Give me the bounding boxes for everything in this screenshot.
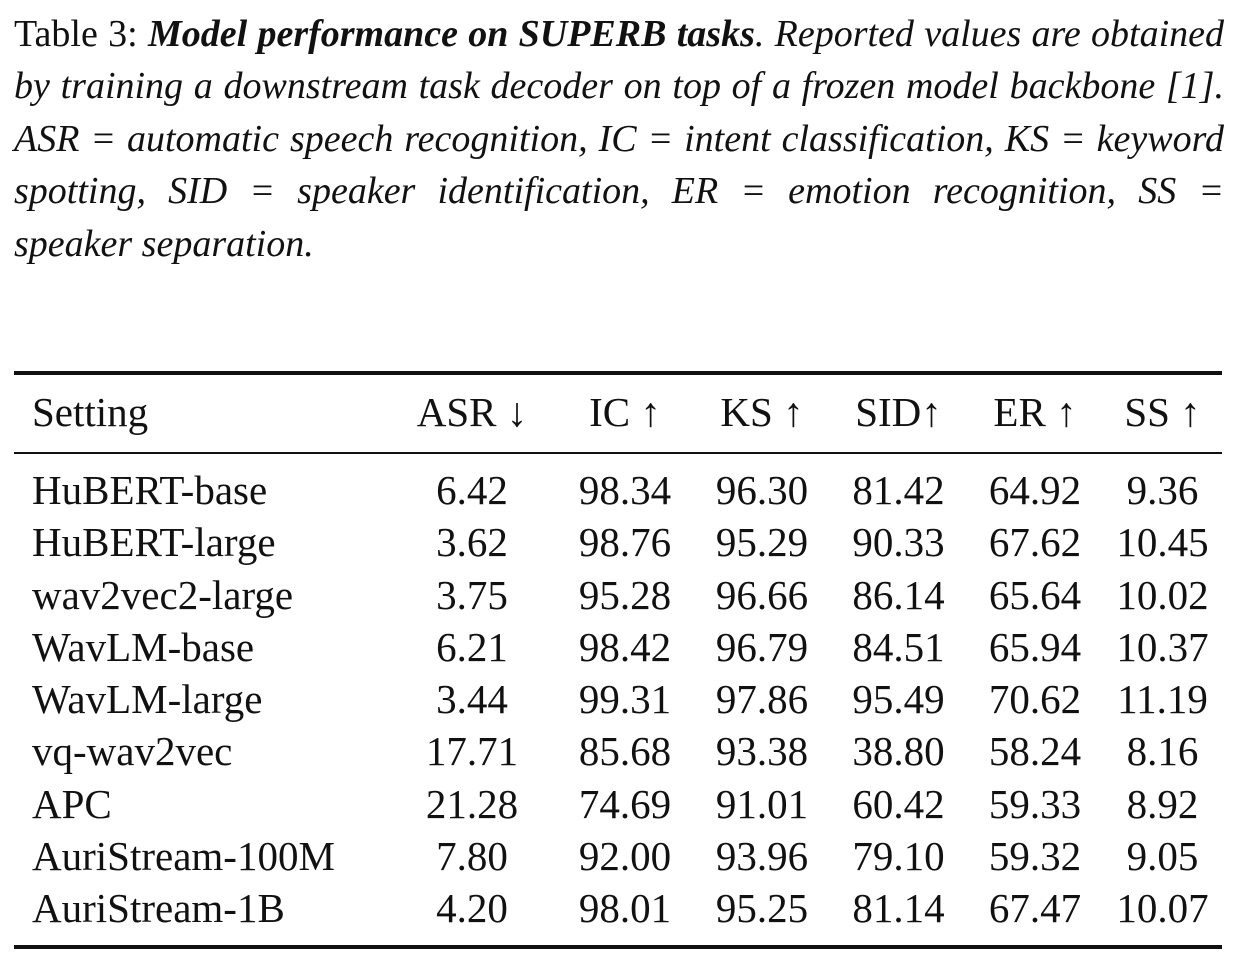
- cell-ic: 98.42: [578, 623, 672, 670]
- table-row: wav2vec2-large 3.75 95.28 96.66 86.14 65.64 10…: [14, 569, 1222, 621]
- cell-ic: 99.31: [578, 676, 672, 723]
- cell-asr: 17.71: [425, 728, 519, 775]
- row-setting: vq-wav2vec: [32, 728, 233, 775]
- table-row: AuriStream-100M 7.80 92.00 93.96 79.10 59.32 9…: [14, 830, 1222, 882]
- cell-ks: 96.30: [715, 467, 809, 513]
- cell-sid: 81.14: [852, 885, 945, 932]
- table-caption: Table 3: Model performance on SUPERB tas…: [14, 8, 1224, 270]
- cell-ic: 74.69: [578, 780, 672, 827]
- cell-ss: 11.19: [1117, 676, 1208, 723]
- cell-ss: 9.05: [1126, 833, 1199, 880]
- cell-ic: 92.00: [578, 833, 672, 880]
- cell-ks: 97.86: [715, 676, 809, 723]
- header-setting: Setting: [32, 389, 149, 435]
- cell-ic: 98.34: [578, 467, 672, 513]
- table-row: AuriStream-1B 4.20 98.01 95.25 81.14 67.47 10.…: [14, 882, 1222, 934]
- row-setting: WavLM-base: [32, 623, 255, 670]
- cell-er: 67.47: [988, 885, 1082, 932]
- cell-ks: 96.79: [715, 623, 809, 670]
- results-table: HuBERT-base 6.42 98.34 96.30 81.42 64.92 9.36 H…: [14, 464, 1222, 935]
- table-row: vq-wav2vec 17.71 85.68 93.38 38.80 58.24 8.16: [14, 725, 1222, 777]
- cell-ks: 96.66: [715, 571, 809, 618]
- row-setting: HuBERT-large: [32, 519, 276, 566]
- table-header: Setting ASR ↓ IC ↑ KS ↑ SID↑ ER ↑ SS ↑: [14, 386, 1222, 438]
- cell-sid: 84.51: [852, 623, 945, 670]
- caption-label: Table 3:: [14, 13, 138, 55]
- cell-sid: 79.10: [852, 833, 945, 880]
- row-setting: wav2vec2-large: [32, 571, 294, 618]
- cell-ss: 10.07: [1116, 885, 1209, 932]
- header-ks: KS ↑: [720, 389, 804, 435]
- cell-asr: 6.21: [436, 623, 508, 670]
- cell-er: 67.62: [988, 519, 1082, 566]
- cell-er: 65.64: [988, 571, 1082, 618]
- cell-ic: 85.68: [578, 728, 672, 775]
- cell-ks: 95.25: [715, 885, 809, 932]
- row-setting: HuBERT-base: [32, 467, 268, 513]
- table-row: WavLM-base 6.21 98.42 96.79 84.51 65.94 10.37: [14, 621, 1222, 673]
- cell-asr: 3.75: [436, 571, 508, 618]
- cell-asr: 7.80: [436, 833, 508, 880]
- table-top-rule: [14, 371, 1222, 375]
- cell-asr: 6.42: [436, 467, 508, 513]
- cell-ss: 8.16: [1126, 728, 1199, 775]
- row-setting: AuriStream-1B: [32, 885, 285, 932]
- header-row: Setting ASR ↓ IC ↑ KS ↑ SID↑ ER ↑ SS ↑: [14, 386, 1222, 438]
- header-ss: SS ↑: [1124, 389, 1201, 435]
- table-header-rule: [14, 452, 1222, 454]
- cell-ic: 98.76: [578, 519, 672, 566]
- table-row: HuBERT-large 3.62 98.76 95.29 90.33 67.62 10.4…: [14, 516, 1222, 568]
- cell-er: 59.32: [988, 833, 1082, 880]
- row-setting: AuriStream-100M: [32, 833, 335, 880]
- cell-ss: 10.37: [1116, 623, 1209, 670]
- header-sid: SID↑: [855, 389, 942, 435]
- cell-ks: 91.01: [715, 780, 809, 827]
- cell-sid: 81.42: [852, 467, 945, 513]
- row-setting: APC: [32, 780, 112, 827]
- table-row: APC 21.28 74.69 91.01 60.42 59.33 8.92: [14, 778, 1222, 830]
- cell-ss: 10.02: [1116, 571, 1209, 618]
- caption-body: . Reported values are obtained by traini…: [14, 13, 1225, 265]
- cell-ic: 95.28: [578, 571, 672, 618]
- cell-er: 70.62: [988, 676, 1082, 723]
- table-row: WavLM-large 3.44 99.31 97.86 95.49 70.62 11.19: [14, 673, 1222, 725]
- cell-ss: 9.36: [1126, 467, 1199, 513]
- cell-sid: 60.42: [852, 780, 945, 827]
- cell-er: 64.92: [988, 467, 1082, 513]
- cell-er: 59.33: [988, 780, 1082, 827]
- cell-ks: 93.38: [715, 728, 809, 775]
- header-er: ER ↑: [993, 389, 1077, 435]
- cell-ss: 10.45: [1116, 519, 1209, 566]
- cell-sid: 86.14: [852, 571, 945, 618]
- cell-sid: 95.49: [852, 676, 945, 723]
- cell-asr: 3.44: [436, 676, 508, 723]
- cell-asr: 3.62: [436, 519, 508, 566]
- header-asr: ASR ↓: [416, 389, 528, 435]
- caption-title: Model performance on SUPERB tasks: [147, 13, 755, 55]
- cell-ks: 95.29: [715, 519, 809, 566]
- cell-ic: 98.01: [578, 885, 672, 932]
- cell-ss: 8.92: [1126, 780, 1199, 827]
- table-body: HuBERT-base 6.42 98.34 96.30 81.42 64.92 9.36 H…: [14, 464, 1222, 935]
- row-setting: WavLM-large: [32, 676, 263, 723]
- cell-asr: 4.20: [436, 885, 508, 932]
- cell-sid: 38.80: [852, 728, 945, 775]
- cell-er: 65.94: [988, 623, 1082, 670]
- header-ic: IC ↑: [589, 389, 661, 435]
- table-row: HuBERT-base 6.42 98.34 96.30 81.42 64.92 9.36: [14, 464, 1222, 516]
- cell-sid: 90.33: [852, 519, 945, 566]
- cell-ks: 93.96: [715, 833, 809, 880]
- cell-er: 58.24: [988, 728, 1082, 775]
- cell-asr: 21.28: [425, 780, 519, 827]
- table-bottom-rule: [14, 945, 1222, 949]
